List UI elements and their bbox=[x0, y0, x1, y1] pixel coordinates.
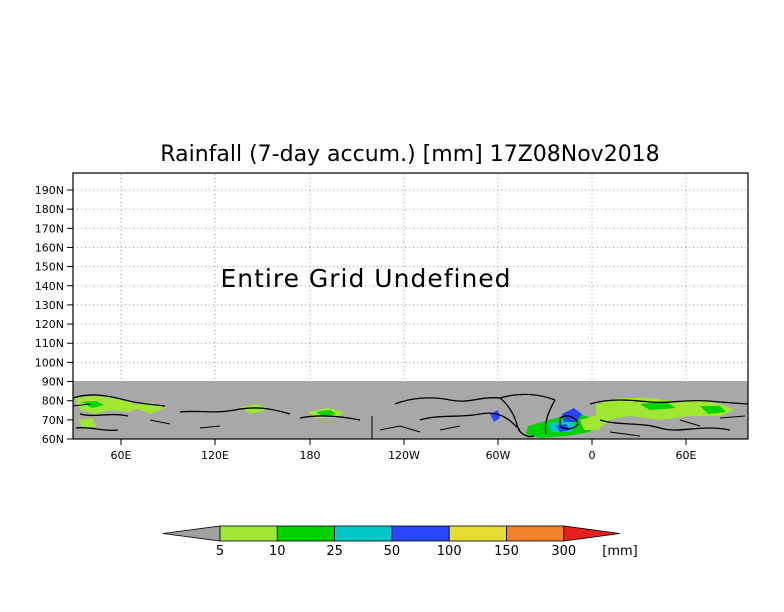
rain-patch bbox=[316, 410, 336, 416]
lat-tick-label: 110N bbox=[35, 337, 64, 350]
colorbar-label: 25 bbox=[326, 544, 343, 559]
colorbar-box bbox=[448, 525, 507, 542]
lat-tick-label: 140N bbox=[35, 280, 64, 293]
lon-tick-label: 0 bbox=[589, 449, 596, 462]
lon-tick-label: 180 bbox=[300, 449, 321, 462]
colorbar-label: 5 bbox=[216, 544, 224, 559]
rain-patch bbox=[78, 418, 96, 430]
rain-patch bbox=[580, 414, 610, 430]
colorbar-low-triangle bbox=[162, 525, 221, 542]
lon-tick-label: 60W bbox=[486, 449, 511, 462]
lat-tick-label: 120N bbox=[35, 318, 64, 331]
coastlines-detail bbox=[72, 403, 746, 437]
rain-patch bbox=[562, 408, 582, 422]
legend-unit: [mm] bbox=[602, 544, 637, 559]
lat-tick-label: 60N bbox=[42, 433, 64, 446]
colorbar-label: 300 bbox=[551, 544, 576, 559]
colorbar-label: 50 bbox=[384, 544, 401, 559]
colorbar-box bbox=[391, 525, 450, 542]
lat-tick-label: 160N bbox=[35, 241, 64, 254]
colorbar: 5 10 25 50 100 150 300 bbox=[162, 525, 621, 559]
plot-frame bbox=[72, 172, 749, 440]
rain-patch bbox=[82, 401, 104, 408]
lat-tick-label: 90N bbox=[42, 376, 64, 389]
lat-tick-label: 80N bbox=[42, 395, 64, 408]
lon-tick-label: 120W bbox=[388, 449, 420, 462]
data-band bbox=[72, 381, 749, 439]
chart-title: Rainfall (7-day accum.) [mm] 17Z08Nov201… bbox=[160, 142, 659, 167]
colorbar-label: 10 bbox=[269, 544, 286, 559]
rain-patch bbox=[75, 396, 140, 414]
lon-tick-label: 60E bbox=[111, 449, 132, 462]
rain-patch bbox=[596, 398, 735, 420]
rain-patch bbox=[240, 404, 266, 414]
lon-tick-label: 60E bbox=[676, 449, 697, 462]
colorbar-box bbox=[334, 525, 393, 542]
colorbar-label: 100 bbox=[437, 544, 462, 559]
colorbar-box bbox=[506, 525, 565, 542]
colorbar-high-triangle bbox=[563, 525, 621, 542]
lat-tick-label: 130N bbox=[35, 299, 64, 312]
rain-patch bbox=[640, 402, 676, 410]
lat-tick-label: 150N bbox=[35, 261, 64, 274]
colorbar-label: 150 bbox=[494, 544, 519, 559]
coastlines bbox=[72, 393, 749, 438]
lon-tick-label: 120E bbox=[201, 449, 229, 462]
colorbar-box bbox=[276, 525, 335, 542]
undefined-grid-message: Entire Grid Undefined bbox=[220, 264, 511, 293]
lat-tick-label: 70N bbox=[42, 414, 64, 427]
colorbar-box bbox=[219, 525, 278, 542]
lon-axis: 60E 120E 180 120W 60W 0 60E bbox=[111, 439, 697, 462]
lat-tick-label: 170N bbox=[35, 222, 64, 235]
lat-axis: 190N 180N 170N 160N 150N 140N 130N 120N 110N 100N… bbox=[35, 184, 73, 446]
rain-patch bbox=[700, 406, 726, 414]
lat-tick-label: 190N bbox=[35, 184, 64, 197]
lat-tick-label: 100N bbox=[35, 356, 64, 369]
lat-tick-label: 180N bbox=[35, 203, 64, 216]
